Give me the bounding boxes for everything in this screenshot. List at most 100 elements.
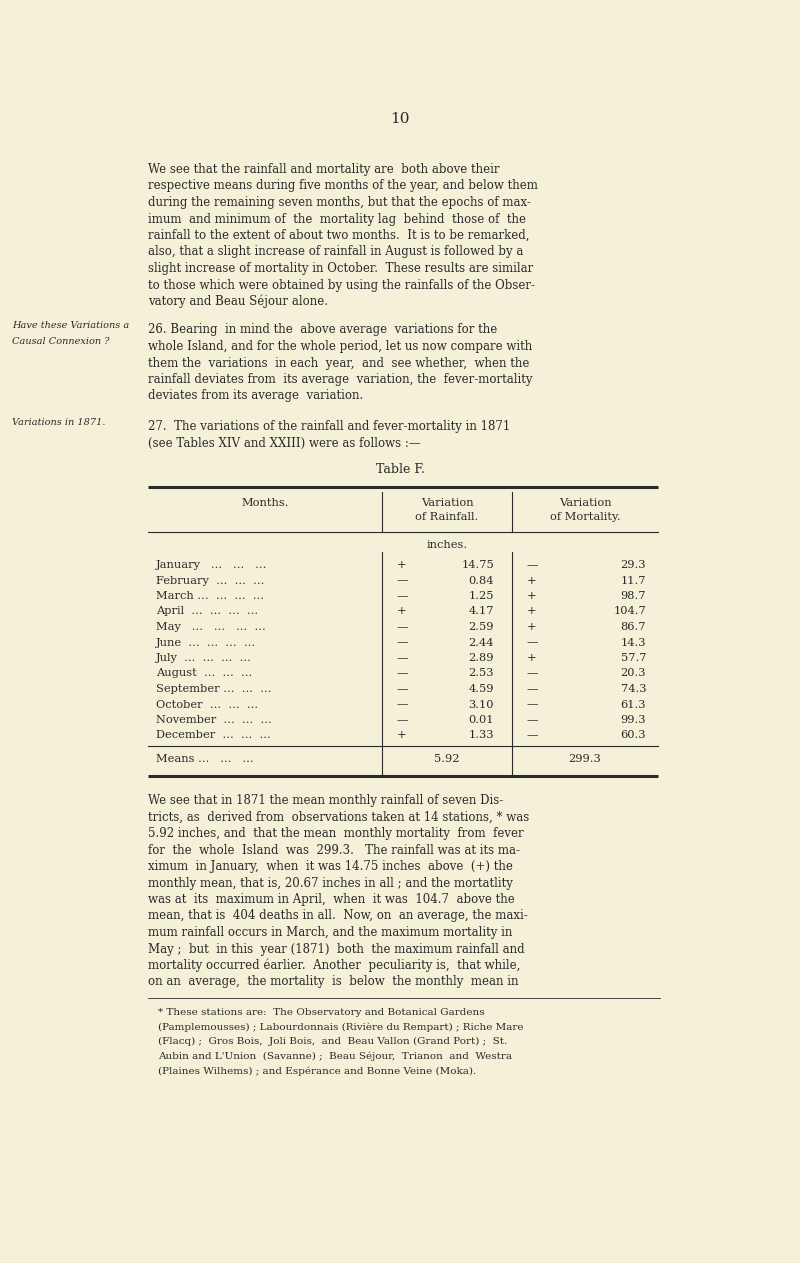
Text: (Pamplemousses) ; Labourdonnais (Rivière du Rempart) ; Riche Mare: (Pamplemousses) ; Labourdonnais (Rivière… [158,1023,523,1032]
Text: —: — [396,715,408,725]
Text: —: — [396,621,408,632]
Text: 1.33: 1.33 [469,730,494,740]
Text: —: — [526,730,538,740]
Text: mortality occurred éarlier.  Another  peculiarity is,  that while,: mortality occurred éarlier. Another pecu… [148,959,520,973]
Text: them the  variations  in each  year,  and  see whether,  when the: them the variations in each year, and se… [148,356,530,370]
Text: —: — [526,685,538,693]
Text: November  ...  ...  ...: November ... ... ... [156,715,272,725]
Text: 5.92 inches, and  that the mean  monthly mortality  from  fever: 5.92 inches, and that the mean monthly m… [148,827,524,840]
Text: whole Island, and for the whole period, let us now compare with: whole Island, and for the whole period, … [148,340,532,352]
Text: +: + [397,560,407,570]
Text: 3.10: 3.10 [469,700,494,710]
Text: 1.25: 1.25 [469,591,494,601]
Text: —: — [396,591,408,601]
Text: We see that in 1871 the mean monthly rainfall of seven Dis-: We see that in 1871 the mean monthly rai… [148,794,503,807]
Text: August  ...  ...  ...: August ... ... ... [156,668,252,678]
Text: 2.89: 2.89 [469,653,494,663]
Text: 61.3: 61.3 [621,700,646,710]
Text: We see that the rainfall and mortality are  both above their: We see that the rainfall and mortality a… [148,163,499,176]
Text: +: + [527,591,537,601]
Text: April  ...  ...  ...  ...: April ... ... ... ... [156,606,258,616]
Text: —: — [396,576,408,586]
Text: also, that a slight increase of rainfall in August is followed by a: also, that a slight increase of rainfall… [148,245,523,259]
Text: —: — [396,653,408,663]
Text: February  ...  ...  ...: February ... ... ... [156,576,264,586]
Text: +: + [527,576,537,586]
Text: mean, that is  404 deaths in all.  Now, on  an average, the maxi-: mean, that is 404 deaths in all. Now, on… [148,909,528,922]
Text: 0.01: 0.01 [469,715,494,725]
Text: Aubin and L'Union  (Savanne) ;  Beau Séjour,  Trianon  and  Westra: Aubin and L'Union (Savanne) ; Beau Séjou… [158,1052,512,1061]
Text: mum rainfall occurs in March, and the maximum mortality in: mum rainfall occurs in March, and the ma… [148,926,512,938]
Text: on an  average,  the mortality  is  below  the monthly  mean in: on an average, the mortality is below th… [148,975,518,989]
Text: (see Tables XIV and XXIII) were as follows :—: (see Tables XIV and XXIII) were as follo… [148,437,421,450]
Text: 14.75: 14.75 [462,560,494,570]
Text: —: — [526,668,538,678]
Text: September ...  ...  ...: September ... ... ... [156,685,271,693]
Text: 29.3: 29.3 [621,560,646,570]
Text: Have these Variations a: Have these Variations a [12,322,130,331]
Text: 99.3: 99.3 [621,715,646,725]
Text: deviates from its average  variation.: deviates from its average variation. [148,389,363,403]
Text: +: + [527,653,537,663]
Text: 14.3: 14.3 [621,638,646,648]
Text: for  the  whole  Island  was  299.3.   The rainfall was at its ma-: for the whole Island was 299.3. The rain… [148,844,520,856]
Text: —: — [396,638,408,648]
Text: May ;  but  in this  year (1871)  both  the maximum rainfall and: May ; but in this year (1871) both the m… [148,942,525,956]
Text: ximum  in January,  when  it was 14.75 inches  above  (+) the: ximum in January, when it was 14.75 inch… [148,860,513,873]
Text: Variation
of Mortality.: Variation of Mortality. [550,498,620,522]
Text: 74.3: 74.3 [621,685,646,693]
Text: March ...  ...  ...  ...: March ... ... ... ... [156,591,264,601]
Text: 4.17: 4.17 [469,606,494,616]
Text: 11.7: 11.7 [621,576,646,586]
Text: 27.  The variations of the rainfall and fever-mortality in 1871: 27. The variations of the rainfall and f… [148,421,510,433]
Text: 86.7: 86.7 [621,621,646,632]
Text: Table F.: Table F. [375,464,425,476]
Text: inches.: inches. [426,541,467,549]
Text: * These stations are:  The Observatory and Botanical Gardens: * These stations are: The Observatory an… [158,1008,485,1017]
Text: (Flacq) ;  Gros Bois,  Joli Bois,  and  Beau Vallon (Grand Port) ;  St.: (Flacq) ; Gros Bois, Joli Bois, and Beau… [158,1037,507,1046]
Text: —: — [396,700,408,710]
Text: 57.7: 57.7 [621,653,646,663]
Text: 10: 10 [390,112,410,126]
Text: Variations in 1871.: Variations in 1871. [12,418,106,427]
Text: —: — [526,715,538,725]
Text: 4.59: 4.59 [469,685,494,693]
Text: +: + [527,606,537,616]
Text: June  ...  ...  ...  ...: June ... ... ... ... [156,638,256,648]
Text: —: — [526,638,538,648]
Text: Variation
of Rainfall.: Variation of Rainfall. [415,498,478,522]
Text: 98.7: 98.7 [621,591,646,601]
Text: 2.44: 2.44 [469,638,494,648]
Text: 299.3: 299.3 [569,754,602,764]
Text: tricts, as  derived from  observations taken at 14 stations, * was: tricts, as derived from observations tak… [148,811,530,823]
Text: Means ...   ...   ...: Means ... ... ... [156,754,254,764]
Text: 60.3: 60.3 [621,730,646,740]
Text: January   ...   ...   ...: January ... ... ... [156,560,267,570]
Text: vatory and Beau Séjour alone.: vatory and Beau Séjour alone. [148,296,328,308]
Text: Causal Connexion ?: Causal Connexion ? [12,336,110,346]
Text: (Plaines Wilhems) ; and Espérance and Bonne Veine (Moka).: (Plaines Wilhems) ; and Espérance and Bo… [158,1066,476,1076]
Text: —: — [526,560,538,570]
Text: 5.92: 5.92 [434,754,460,764]
Text: 0.84: 0.84 [469,576,494,586]
Text: imum  and minimum of  the  mortality lag  behind  those of  the: imum and minimum of the mortality lag be… [148,212,526,226]
Text: 2.59: 2.59 [469,621,494,632]
Text: —: — [396,668,408,678]
Text: December  ...  ...  ...: December ... ... ... [156,730,270,740]
Text: +: + [397,606,407,616]
Text: 26. Bearing  in mind the  above average  variations for the: 26. Bearing in mind the above average va… [148,323,498,336]
Text: +: + [527,621,537,632]
Text: during the remaining seven months, but that the epochs of max-: during the remaining seven months, but t… [148,196,531,208]
Text: rainfall deviates from  its average  variation, the  fever-mortality: rainfall deviates from its average varia… [148,373,533,386]
Text: —: — [396,685,408,693]
Text: monthly mean, that is, 20.67 inches in all ; and the mortatlity: monthly mean, that is, 20.67 inches in a… [148,877,513,889]
Text: +: + [397,730,407,740]
Text: slight increase of mortality in October.  These results are similar: slight increase of mortality in October.… [148,261,534,275]
Text: respective means during five months of the year, and below them: respective means during five months of t… [148,179,538,192]
Text: was at  its  maximum in April,  when  it was  104.7  above the: was at its maximum in April, when it was… [148,893,514,906]
Text: July  ...  ...  ...  ...: July ... ... ... ... [156,653,252,663]
Text: to those which were obtained by using the rainfalls of the Obser-: to those which were obtained by using th… [148,279,535,292]
Text: May   ...   ...   ...  ...: May ... ... ... ... [156,621,266,632]
Text: —: — [526,700,538,710]
Text: 2.53: 2.53 [469,668,494,678]
